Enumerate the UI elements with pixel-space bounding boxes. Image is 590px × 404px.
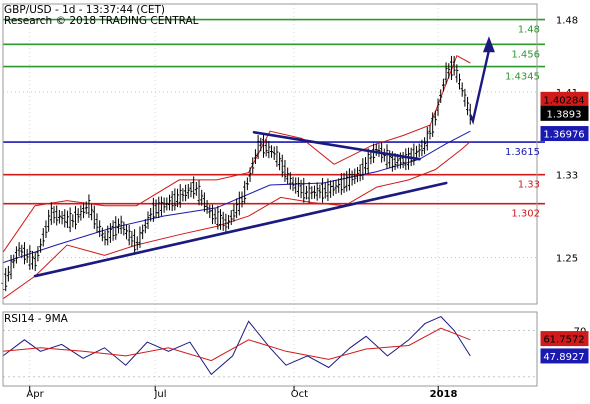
price-tag-blue-box xyxy=(540,126,589,142)
trendline xyxy=(33,181,448,278)
rsi-tag-ma-box xyxy=(540,331,589,347)
rsi-layer xyxy=(2,316,537,378)
y-tick-label: 1.33 xyxy=(556,171,578,182)
chart-subtitle: Research © 2018 TRADING CENTRAL xyxy=(4,15,199,27)
rsi-series-line xyxy=(2,327,471,362)
series-layer xyxy=(1,54,472,300)
level-label: 1.48 xyxy=(518,25,540,36)
level-label: 1.456 xyxy=(511,49,540,60)
chart-title: GBP/USD - 1d - 13:37:44 (CET) xyxy=(4,4,165,16)
moving-average-line xyxy=(2,130,471,264)
rsi-series-line xyxy=(2,316,471,376)
x-tick-label: 2018 xyxy=(430,389,458,400)
y-tick-label: 1.48 xyxy=(556,16,578,27)
y-tick-label: 1.25 xyxy=(556,253,578,264)
price-tag-red: 1.40284 xyxy=(543,95,584,106)
rsi-tag-ma: 61.7572 xyxy=(543,335,584,346)
projection-arrowhead xyxy=(482,36,495,53)
trendline-layer xyxy=(33,36,495,278)
rsi-tag-rsi-box xyxy=(540,348,589,364)
x-tick-label: Oct xyxy=(291,389,308,400)
rsi-frame xyxy=(2,311,538,387)
price-tag-last: 1.3893 xyxy=(547,109,582,120)
level-label: 1.3615 xyxy=(505,147,540,158)
main-frame xyxy=(2,3,538,305)
price-tag-last-box xyxy=(540,105,589,121)
level-label: 1.302 xyxy=(511,209,540,220)
level-label: 1.33 xyxy=(518,180,540,191)
price-tag-blue: 1.36976 xyxy=(543,130,584,141)
labels-layer: 1.48 1.456 1.4345 1.3615 1.33 1.302 1.25 1.33 1.… xyxy=(26,16,589,400)
x-tick-label: Apr xyxy=(26,389,44,400)
rsi-title: RSI14 - 9MA xyxy=(4,313,69,325)
frame-layer xyxy=(2,3,538,387)
rsi-tag-rsi: 47.8927 xyxy=(543,352,584,363)
bollinger-lower-line xyxy=(2,141,471,300)
x-tick-label: Jul xyxy=(153,389,166,400)
projection-path xyxy=(469,49,491,125)
trendline xyxy=(252,130,421,161)
levels-layer xyxy=(3,18,545,205)
level-label: 1.4345 xyxy=(505,72,540,83)
